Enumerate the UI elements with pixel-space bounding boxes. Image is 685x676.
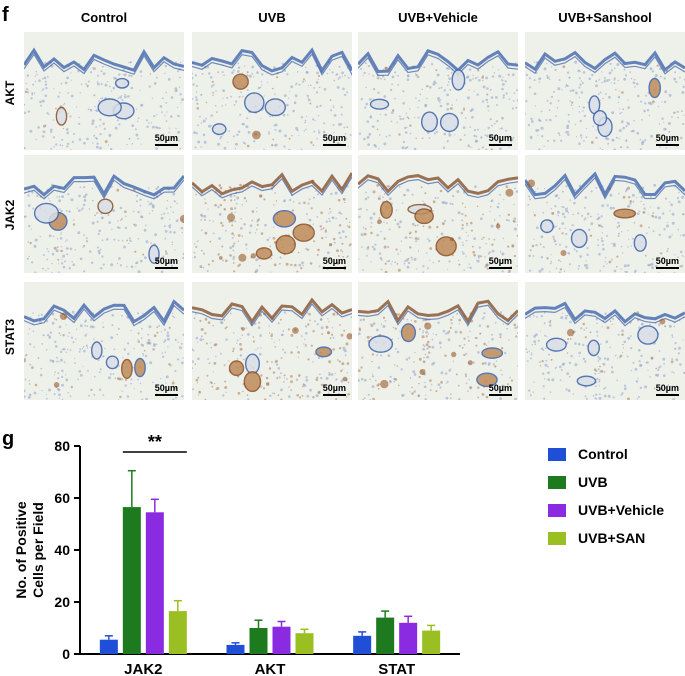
- scale-bar-line: [655, 394, 679, 396]
- scale-bar-label: 50µm: [488, 133, 512, 143]
- y-tick-label: 0: [62, 646, 70, 662]
- scale-bar-line: [655, 267, 679, 269]
- micrograph-stat3-uvb-vehicle: 50µm: [358, 282, 518, 400]
- significance-label: **: [148, 432, 162, 452]
- panel-g-letter: g: [2, 428, 15, 450]
- bar-stat-uvb-san: [422, 630, 441, 654]
- bar-stat-uvb: [376, 617, 395, 654]
- scale-bar-line: [322, 267, 346, 269]
- scale-bar-line: [488, 144, 512, 146]
- legend-item-control: Control: [548, 440, 664, 468]
- scale-bar: 50µm: [154, 133, 178, 146]
- scale-bar: 50µm: [488, 383, 512, 396]
- scale-bar: 50µm: [322, 133, 346, 146]
- scale-bar-line: [488, 394, 512, 396]
- chart-legend: Control UVB UVB+Vehicle UVB+SAN: [548, 440, 664, 552]
- legend-item-uvb-vehicle: UVB+Vehicle: [548, 496, 664, 524]
- column-header-control: Control: [80, 10, 128, 25]
- scale-bar-line: [154, 267, 178, 269]
- micrograph-jak2-uvb-vehicle: 50µm: [358, 155, 518, 273]
- y-tick-label: 20: [54, 594, 70, 610]
- column-header-uvb: UVB: [258, 10, 286, 25]
- row-label-stat3: STAT3: [3, 318, 17, 356]
- scale-bar-label: 50µm: [488, 383, 512, 393]
- scale-bar-line: [322, 144, 346, 146]
- bar-jak2-uvb-san: [168, 611, 187, 654]
- x-tick-label: JAK2: [124, 661, 162, 676]
- legend-label-uvb: UVB: [578, 474, 608, 490]
- micrograph-akt-uvb-sanshool: 50µm: [525, 32, 685, 150]
- bar-akt-control: [226, 644, 245, 654]
- micrograph-jak2-uvb: 50µm: [192, 155, 352, 273]
- bar-akt-uvb: [249, 628, 268, 654]
- legend-item-uvb: UVB: [548, 468, 664, 496]
- micrograph-stat3-uvb-sanshool: 50µm: [525, 282, 685, 400]
- legend-item-uvb-san: UVB+SAN: [548, 524, 664, 552]
- micrograph-akt-control: 50µm: [24, 32, 184, 150]
- bar-jak2-uvb: [122, 507, 141, 654]
- scale-bar-line: [655, 144, 679, 146]
- x-tick-label: STAT: [378, 661, 415, 676]
- bar-chart: 0 20 40 60 80 No. of PositiveCells per Field J…: [13, 432, 460, 676]
- row-label-jak2: JAK2: [3, 199, 17, 231]
- legend-swatch-uvb-san: [548, 531, 566, 545]
- bar-stat-uvb-vehicle: [399, 622, 418, 654]
- scale-bar: 50µm: [488, 256, 512, 269]
- scale-bar-label: 50µm: [655, 133, 679, 143]
- bar-jak2-uvb-vehicle: [145, 512, 164, 654]
- row-label-akt: AKT: [3, 80, 17, 106]
- scale-bar-label: 50µm: [488, 256, 512, 266]
- y-axis-label: No. of PositiveCells per Field: [13, 501, 46, 598]
- x-tick-label: AKT: [255, 661, 286, 676]
- scale-bar-line: [488, 267, 512, 269]
- micrograph-stat3-uvb: 50µm: [192, 282, 352, 400]
- scale-bar-label: 50µm: [655, 383, 679, 393]
- y-tick-label: 60: [54, 490, 70, 506]
- micrograph-akt-uvb: 50µm: [192, 32, 352, 150]
- micrograph-jak2-control: 50µm: [24, 155, 184, 273]
- scale-bar: 50µm: [154, 256, 178, 269]
- y-tick-label: 40: [54, 542, 70, 558]
- scale-bar: 50µm: [322, 383, 346, 396]
- y-tick-label: 80: [54, 438, 70, 454]
- scale-bar: 50µm: [655, 383, 679, 396]
- legend-swatch-control: [548, 447, 566, 461]
- scale-bar-line: [154, 144, 178, 146]
- bar-jak2-control: [99, 639, 118, 654]
- panel-f-letter: f: [2, 4, 9, 26]
- bar-akt-uvb-san: [295, 633, 314, 654]
- legend-swatch-uvb: [548, 475, 566, 489]
- scale-bar-line: [154, 394, 178, 396]
- scale-bar-label: 50µm: [154, 133, 178, 143]
- scale-bar-label: 50µm: [322, 383, 346, 393]
- scale-bar-label: 50µm: [154, 256, 178, 266]
- bar-stat-control: [353, 635, 372, 654]
- scale-bar-label: 50µm: [154, 383, 178, 393]
- micrograph-jak2-uvb-sanshool: 50µm: [525, 155, 685, 273]
- scale-bar: 50µm: [154, 383, 178, 396]
- scale-bar-label: 50µm: [322, 133, 346, 143]
- bar-akt-uvb-vehicle: [272, 626, 291, 654]
- scale-bar: 50µm: [655, 133, 679, 146]
- column-header-uvb-vehicle: UVB+Vehicle: [398, 10, 478, 25]
- scale-bar-label: 50µm: [322, 256, 346, 266]
- legend-label-uvb-vehicle: UVB+Vehicle: [578, 502, 664, 518]
- scale-bar: 50µm: [655, 256, 679, 269]
- micrograph-akt-uvb-vehicle: 50µm: [358, 32, 518, 150]
- micrograph-stat3-control: 50µm: [24, 282, 184, 400]
- scale-bar-line: [322, 394, 346, 396]
- legend-label-control: Control: [578, 446, 628, 462]
- scale-bar: 50µm: [488, 133, 512, 146]
- legend-label-uvb-san: UVB+SAN: [578, 530, 646, 546]
- scale-bar-label: 50µm: [655, 256, 679, 266]
- scale-bar: 50µm: [322, 256, 346, 269]
- legend-swatch-uvb-vehicle: [548, 503, 566, 517]
- column-header-uvb-sanshool: UVB+Sanshool: [558, 10, 652, 25]
